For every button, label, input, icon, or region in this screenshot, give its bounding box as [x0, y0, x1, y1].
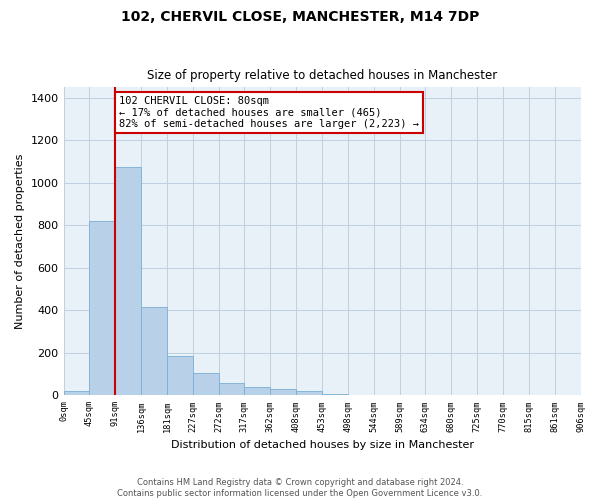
Bar	[322, 394, 348, 396]
Bar	[64, 390, 89, 396]
Bar	[296, 392, 322, 396]
Bar	[167, 356, 193, 396]
X-axis label: Distribution of detached houses by size in Manchester: Distribution of detached houses by size …	[170, 440, 473, 450]
Bar	[271, 388, 296, 396]
Bar	[244, 388, 271, 396]
Bar	[141, 307, 167, 396]
Text: Contains HM Land Registry data © Crown copyright and database right 2024.
Contai: Contains HM Land Registry data © Crown c…	[118, 478, 482, 498]
Text: 102 CHERVIL CLOSE: 80sqm
← 17% of detached houses are smaller (465)
82% of semi-: 102 CHERVIL CLOSE: 80sqm ← 17% of detach…	[119, 96, 419, 129]
Bar	[115, 167, 141, 396]
Bar	[193, 373, 218, 396]
Bar	[89, 221, 115, 396]
Bar	[218, 382, 244, 396]
Title: Size of property relative to detached houses in Manchester: Size of property relative to detached ho…	[147, 69, 497, 82]
Text: 102, CHERVIL CLOSE, MANCHESTER, M14 7DP: 102, CHERVIL CLOSE, MANCHESTER, M14 7DP	[121, 10, 479, 24]
Y-axis label: Number of detached properties: Number of detached properties	[15, 154, 25, 329]
